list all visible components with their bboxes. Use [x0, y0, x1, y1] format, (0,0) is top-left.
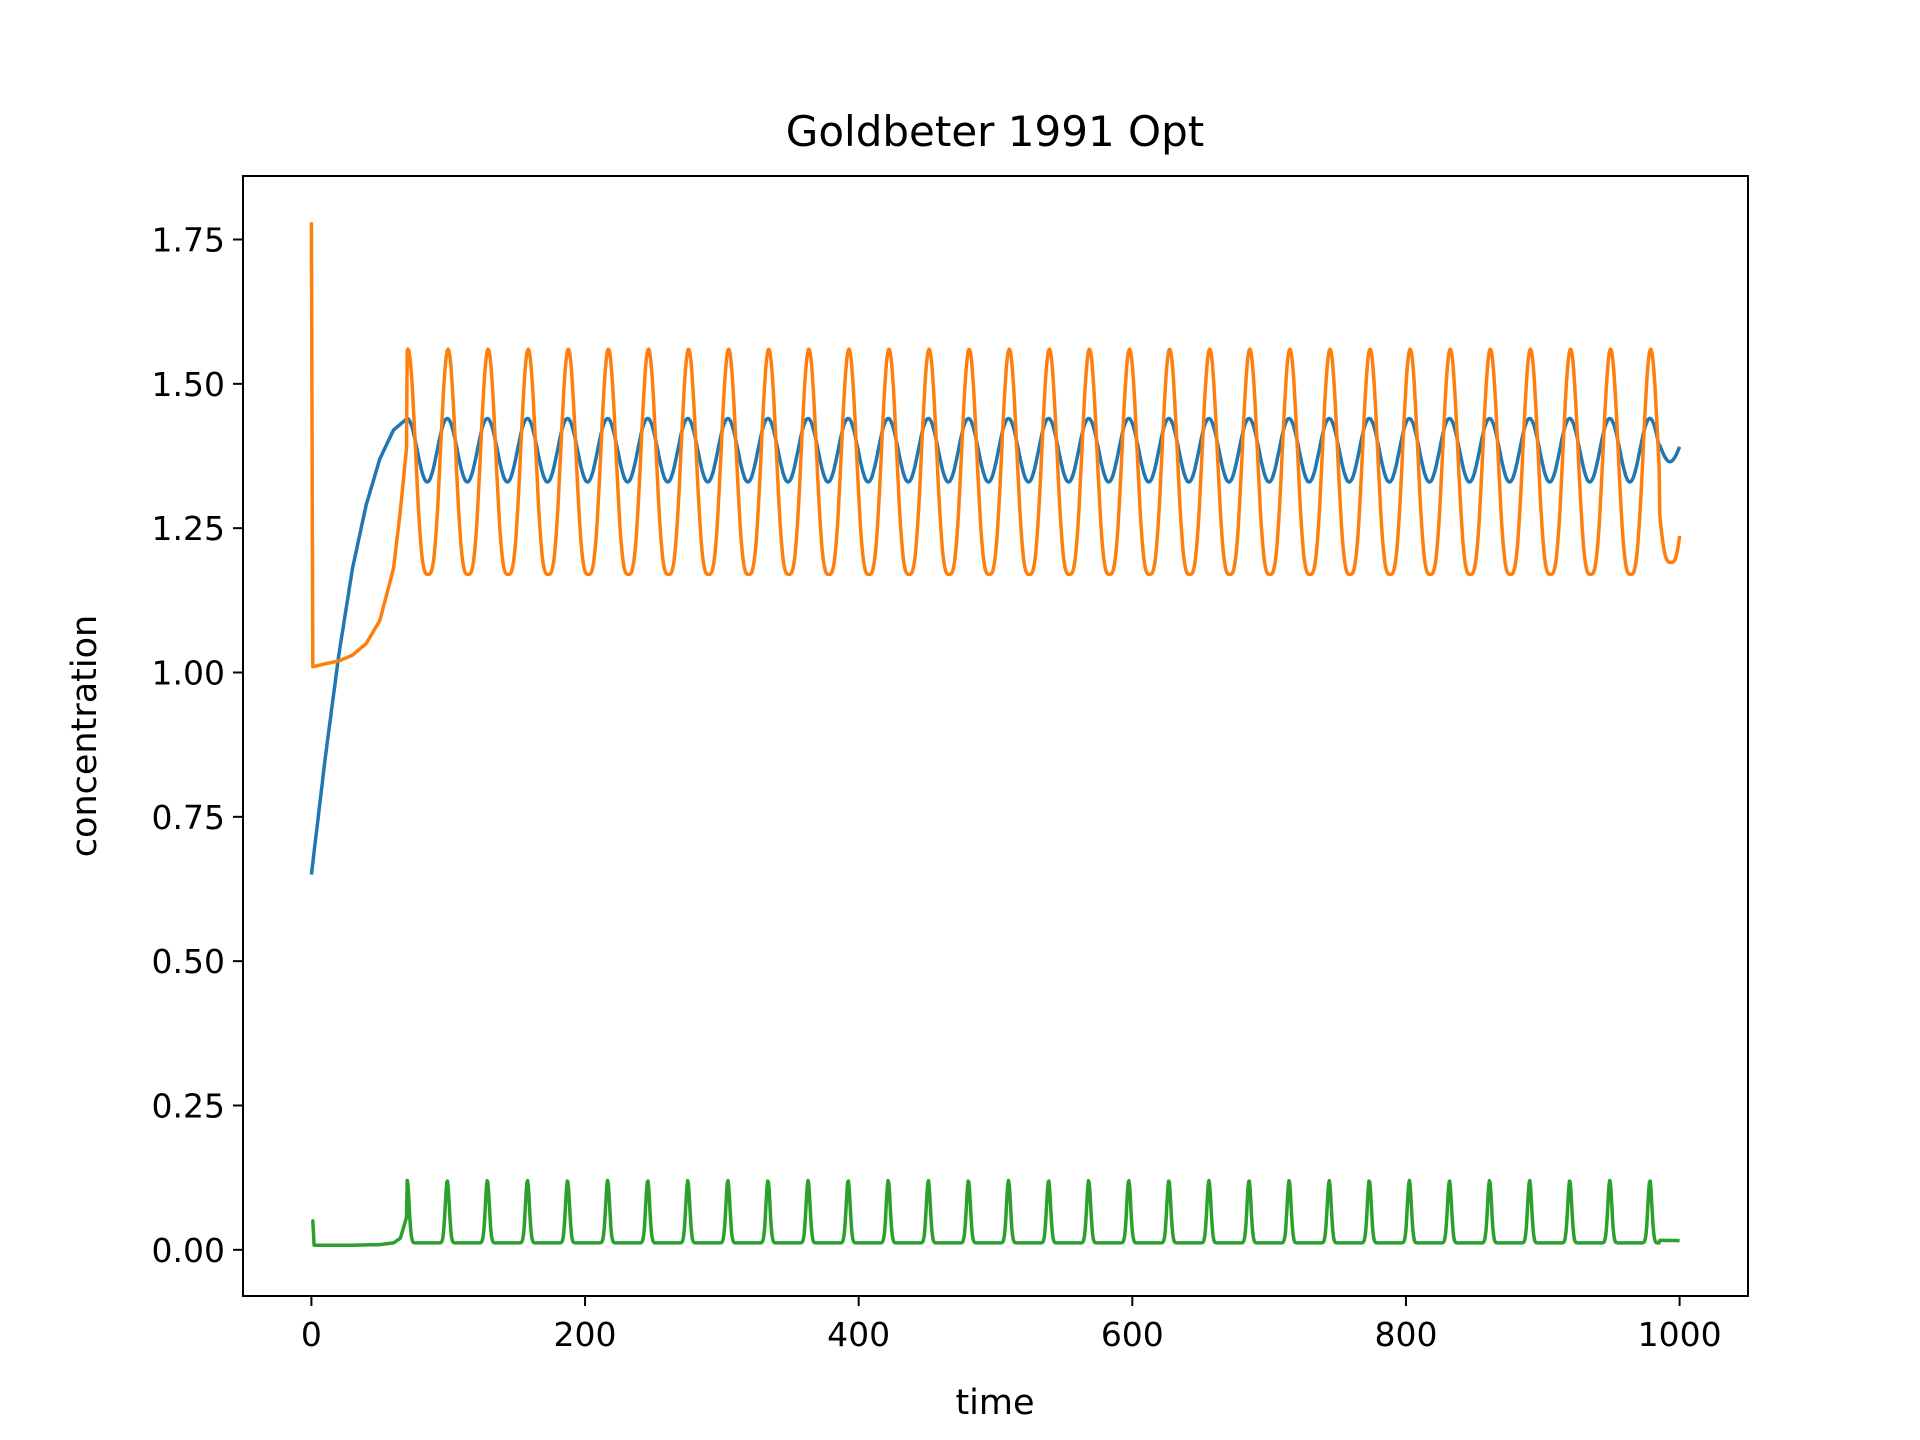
series-line-2 [309, 222, 1682, 669]
chart-title: Goldbeter 1991 Opt [786, 107, 1204, 156]
plot-frame [242, 175, 1749, 1297]
y-tick-label: 1.25 [152, 509, 225, 548]
y-axis: 0.00 0.25 0.50 0.75 1.00 1.25 1.50 1.75 [152, 221, 243, 1270]
x-axis-label: time [955, 1383, 1034, 1423]
x-tick-label: 600 [1101, 1315, 1164, 1354]
series-line-3 [310, 1178, 1681, 1247]
y-tick-label: 1.75 [152, 221, 225, 260]
y-tick-label: 1.00 [152, 653, 225, 692]
x-tick-label: 200 [554, 1315, 617, 1354]
x-tick-label: 400 [827, 1315, 890, 1354]
y-tick-label: 1.50 [152, 365, 225, 404]
y-axis-label: concentration [65, 615, 105, 857]
y-tick-label: 0.50 [152, 942, 225, 981]
series-line-1 [309, 416, 1682, 875]
x-axis: 0 200 400 600 800 1000 [301, 1296, 1722, 1354]
y-tick-label: 0.25 [152, 1086, 225, 1125]
y-tick-label: 0.00 [152, 1231, 225, 1270]
y-tick-label: 0.75 [152, 798, 225, 837]
x-tick-label: 0 [301, 1315, 322, 1354]
x-tick-label: 800 [1374, 1315, 1437, 1354]
x-tick-label: 1000 [1638, 1315, 1722, 1354]
plot-area [309, 222, 1682, 1247]
